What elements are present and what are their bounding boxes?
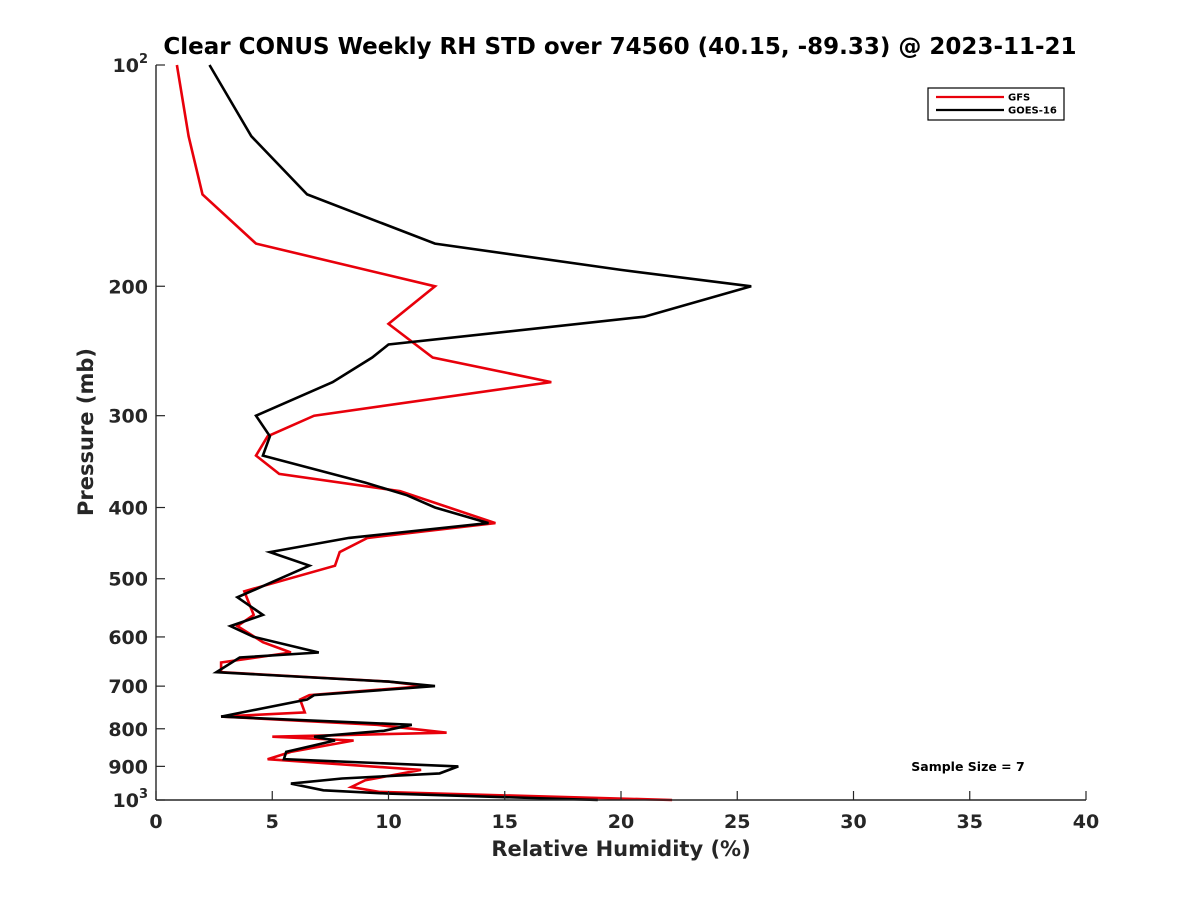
x-axis-label: Relative Humidity (%) bbox=[491, 837, 750, 861]
x-tick-label: 10 bbox=[375, 811, 401, 833]
plot-area: 0 5 10 15 20 25 30 35 40 102 200 300 400 500 600 700 800… bbox=[108, 52, 1099, 833]
x-tick-label: 25 bbox=[724, 811, 750, 833]
y-tick-label: 700 bbox=[108, 676, 148, 698]
y-tick-label: 102 bbox=[113, 52, 149, 77]
y-tick-label: 600 bbox=[108, 627, 148, 649]
x-tick-label: 5 bbox=[266, 811, 279, 833]
y-axis-label: Pressure (mb) bbox=[74, 348, 98, 516]
axes-layer: 0 5 10 15 20 25 30 35 40 102 200 300 400 500 600 700 800… bbox=[108, 52, 1099, 833]
legend: GFS GOES-16 bbox=[927, 87, 1065, 121]
y-tick-label: 400 bbox=[108, 498, 148, 520]
legend-label-goes-16: GOES-16 bbox=[1008, 106, 1057, 117]
x-tick-label: 40 bbox=[1073, 811, 1099, 833]
legend-label-gfs: GFS bbox=[1008, 93, 1030, 104]
sample-size-annotation: Sample Size = 7 bbox=[911, 759, 1024, 774]
x-tick-label: 20 bbox=[608, 811, 634, 833]
x-tick-label: 35 bbox=[957, 811, 983, 833]
y-tick-label: 800 bbox=[108, 719, 148, 741]
y-tick-label: 200 bbox=[108, 276, 148, 298]
x-tick-label: 15 bbox=[492, 811, 518, 833]
x-tick-label: 30 bbox=[840, 811, 866, 833]
legend-box bbox=[927, 87, 1065, 121]
x-tick-label: 0 bbox=[149, 811, 162, 833]
chart-title: Clear CONUS Weekly RH STD over 74560 (40… bbox=[163, 34, 1076, 60]
y-tick-label: 103 bbox=[113, 787, 149, 812]
y-tick-label: 900 bbox=[108, 756, 148, 778]
y-tick-label: 300 bbox=[108, 406, 148, 428]
series-layer bbox=[175, 64, 752, 802]
y-tick-label: 500 bbox=[108, 569, 148, 591]
series-line-goes-16 bbox=[208, 64, 752, 802]
